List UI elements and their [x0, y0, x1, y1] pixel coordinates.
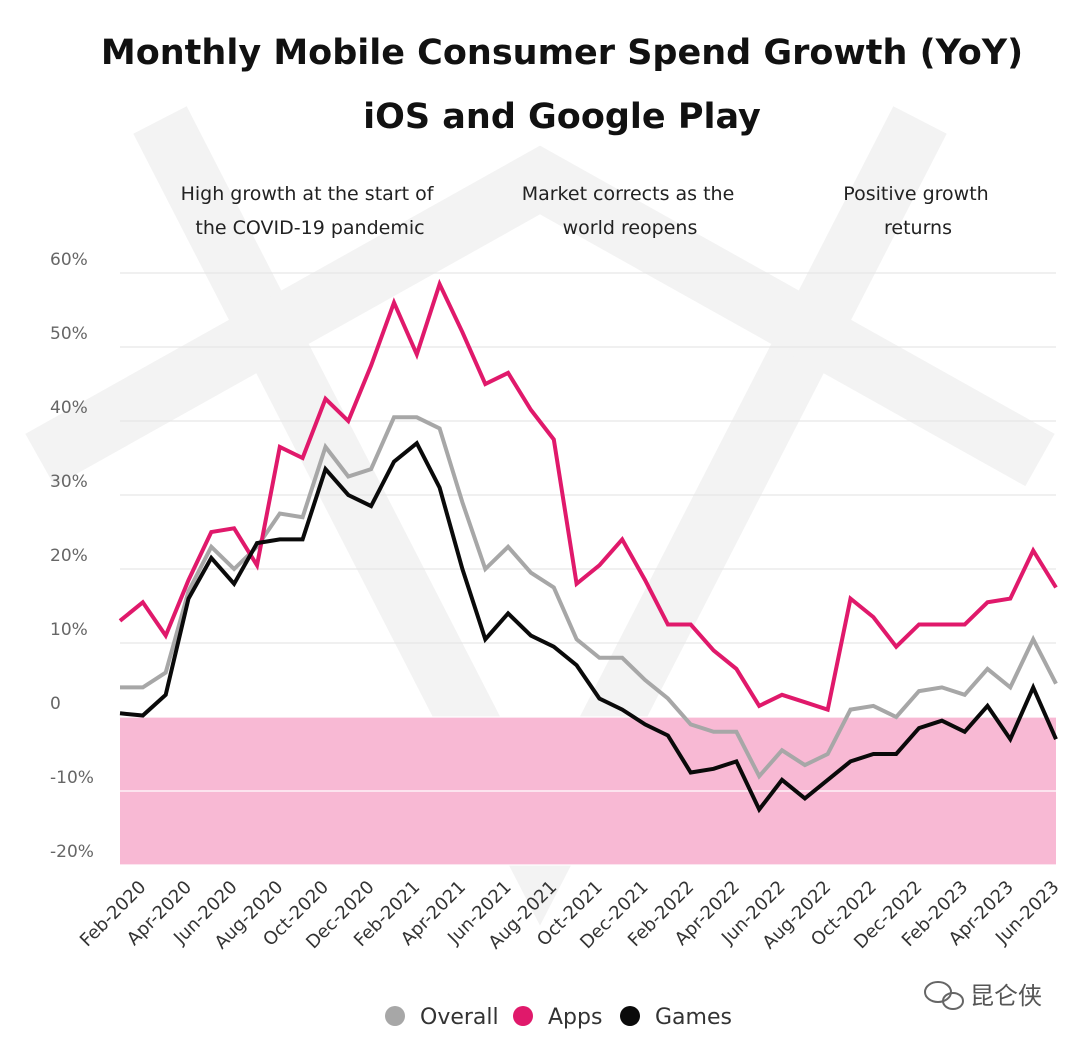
annotation-covid-line1: High growth at the start of [181, 183, 435, 205]
annotation-market-line1: Market corrects as the [522, 183, 735, 205]
y-tick-50: 50% [50, 324, 88, 344]
watermark: 昆仑侠 [924, 981, 1042, 1010]
y-tick-40: 40% [50, 398, 88, 418]
chart-subtitle: iOS and Google Play [363, 97, 761, 137]
watermark-text: 昆仑侠 [970, 982, 1042, 1010]
legend-swatch-apps [513, 1006, 533, 1026]
legend: Overall Apps Games [385, 1005, 732, 1030]
y-tick-20: 20% [50, 546, 88, 566]
series-layer [118, 278, 1058, 814]
legend-label-apps: Apps [548, 1005, 602, 1030]
legend-swatch-games [620, 1006, 640, 1026]
y-tick-0: 0 [50, 694, 61, 714]
annotation-market-corrects: Market corrects as the world reopens [522, 183, 735, 239]
legend-swatch-overall [385, 1006, 405, 1026]
gridlines-layer [120, 272, 1056, 866]
annotation-positive-growth: Positive growth returns [843, 183, 988, 239]
y-axis-ticks: 60% 50% 40% 30% 20% 10% 0 -10% -20% [50, 250, 94, 862]
annotation-positive-line1: Positive growth [843, 183, 988, 205]
legend-label-games: Games [655, 1005, 732, 1030]
annotation-market-line2: world reopens [563, 217, 698, 239]
chart-title: Monthly Mobile Consumer Spend Growth (Yo… [101, 33, 1023, 73]
y-tick-60: 60% [50, 250, 88, 270]
y-tick-10: -10% [50, 768, 94, 788]
y-tick-10: 10% [50, 620, 88, 640]
annotation-covid: High growth at the start of the COVID-19… [181, 183, 435, 239]
series-line-overall [120, 415, 1058, 780]
annotation-covid-line2: the COVID-19 pandemic [195, 217, 424, 239]
y-tick-20: -20% [50, 842, 94, 862]
annotation-positive-line2: returns [884, 217, 952, 239]
series-line-games [119, 440, 1058, 814]
x-axis-ticks: Feb-2020Apr-2020Jun-2020Aug-2020Oct-2020… [76, 877, 1064, 954]
legend-label-overall: Overall [420, 1005, 499, 1030]
series-line-apps [118, 278, 1058, 713]
wechat-icon [924, 981, 964, 1010]
y-tick-30: 30% [50, 472, 88, 492]
